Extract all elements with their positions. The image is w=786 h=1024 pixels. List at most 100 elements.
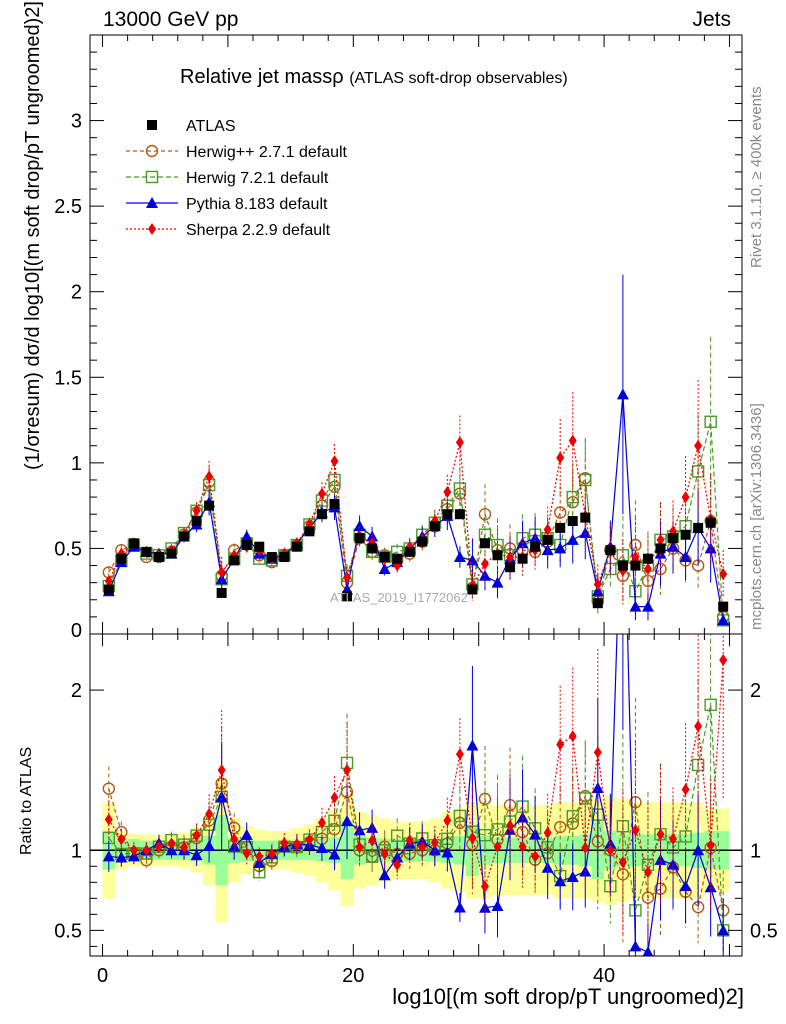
pythia-8-183-default-ratio-point xyxy=(529,828,542,840)
legend-marker-sherpa-2-2-9-default xyxy=(148,223,156,235)
atlas-point xyxy=(442,509,453,520)
atlas-point xyxy=(291,541,302,552)
sherpa-2-2-9-default-ratio-point xyxy=(217,764,226,777)
atlas-point xyxy=(241,540,252,551)
herwig-7-2-1-default-point xyxy=(328,473,341,487)
sherpa-2-2-9-default-ratio-point xyxy=(192,829,201,842)
ratio-y-tick-label-right: 0.5 xyxy=(750,920,778,942)
main-y-tick-label: 1 xyxy=(71,453,82,475)
sherpa-2-2-9-default-ratio-point xyxy=(556,738,565,751)
sherpa-2-2-9-default-ratio-point xyxy=(180,841,189,854)
pythia-8-183-default-ratio-point xyxy=(654,853,667,865)
pythia-8-183-default-point xyxy=(240,530,253,542)
atlas-point xyxy=(454,509,465,520)
sherpa-2-2-9-default-ratio-point xyxy=(694,720,703,733)
process-label: Jets xyxy=(692,8,731,31)
pythia-8-183-default-ratio-point xyxy=(566,870,579,882)
sherpa-2-2-9-default-ratio-point xyxy=(593,746,602,759)
sherpa-2-2-9-default-ratio-point xyxy=(267,847,276,860)
sherpa-2-2-9-default-ratio-point xyxy=(317,816,326,829)
sherpa-2-2-9-default-ratio-point xyxy=(305,833,314,846)
pythia-8-183-default-ratio-point xyxy=(642,946,654,956)
sherpa-2-2-9-default-point xyxy=(506,550,515,563)
pythia-8-183-default-point xyxy=(453,550,466,562)
sherpa-2-2-9-default-ratio-point xyxy=(355,841,364,854)
sherpa-2-2-9-default-ratio-point xyxy=(643,866,652,879)
chart-title-sub: (ATLAS soft-drop observables) xyxy=(349,70,568,87)
atlas-point xyxy=(517,553,528,564)
sherpa-2-2-9-default-point xyxy=(104,574,113,587)
atlas-point xyxy=(630,560,641,571)
pythia-8-183-default-ratio-point xyxy=(629,940,642,952)
herwig-7-2-1-default-point xyxy=(566,490,579,504)
pythia-8-183-default-point xyxy=(554,542,567,554)
pythia-8-183-default-point xyxy=(378,562,391,574)
herwig-7-2-1-default-ratio-point xyxy=(579,792,592,805)
sherpa-2-2-9-default-point xyxy=(192,504,201,517)
atlas-point xyxy=(166,548,177,559)
pythia-8-183-default-ratio-point xyxy=(315,841,328,853)
herwig-7-2-1-default-ratio-point xyxy=(390,829,404,842)
sherpa-2-2-9-default-point xyxy=(543,523,552,536)
sherpa-2-2-9-default-ratio-point xyxy=(242,847,251,860)
atlas-point xyxy=(555,522,566,533)
x-axis-label: log10[(m soft drop/pT ungroomed)2] xyxy=(392,984,744,1009)
pythia-8-183-default-ratio-point xyxy=(190,849,203,861)
sherpa-2-2-9-default-ratio-point xyxy=(380,847,389,860)
herwig-7-2-1-default-ratio-line xyxy=(108,704,724,931)
herwig-2-7-1-default-point xyxy=(553,506,567,519)
pythia-8-183-default-point xyxy=(679,550,692,562)
sherpa-2-2-9-default-ratio-point xyxy=(280,837,289,850)
atlas-point xyxy=(718,601,729,612)
sherpa-2-2-9-default-ratio-point xyxy=(506,819,515,832)
atlas-point xyxy=(530,541,541,552)
herwig-7-2-1-default-ratio-point xyxy=(453,809,467,823)
pythia-8-183-default-point xyxy=(579,527,592,539)
pythia-8-183-default-ratio-point xyxy=(692,844,705,856)
herwig-7-2-1-default-ratio-point xyxy=(704,698,717,712)
pythia-8-183-default-ratio-point xyxy=(478,901,491,913)
atlas-point xyxy=(191,516,202,527)
herwig-7-2-1-default-ratio-point xyxy=(365,850,379,863)
sherpa-2-2-9-default-point xyxy=(455,436,464,449)
mcplots-reference-note: mcplots.cern.ch [arXiv:1306.3436] xyxy=(748,403,765,630)
sherpa-2-2-9-default-ratio-point xyxy=(330,791,339,804)
sherpa-2-2-9-default-ratio-point xyxy=(669,832,678,845)
pythia-8-183-default-ratio-point xyxy=(516,811,529,823)
atlas-point xyxy=(179,531,190,542)
x-tick-label: 20 xyxy=(342,965,364,987)
atlas-point xyxy=(266,551,277,562)
sherpa-2-2-9-default-point xyxy=(694,439,703,452)
main-y-tick-label: 1.5 xyxy=(54,367,82,389)
sherpa-2-2-9-default-ratio-point xyxy=(292,837,301,850)
pythia-8-183-default-ratio-point xyxy=(704,881,717,893)
atlas-point xyxy=(467,584,478,595)
sherpa-2-2-9-default-point xyxy=(217,566,226,579)
sherpa-2-2-9-default-point xyxy=(568,434,577,447)
legend-label-pythia-8-183-default: Pythia 8.183 default xyxy=(186,196,328,213)
sherpa-2-2-9-default-ratio-point xyxy=(719,654,728,667)
sherpa-2-2-9-default-ratio-point xyxy=(618,856,627,869)
analysis-watermark: ATLAS_2019_I1772062 xyxy=(330,590,468,605)
legend-marker-atlas xyxy=(147,120,157,130)
pythia-8-183-default-point xyxy=(616,388,629,400)
main-y-tick-label: 0.5 xyxy=(54,538,82,560)
sherpa-2-2-9-default-ratio-point xyxy=(154,840,163,853)
sherpa-2-2-9-default-point xyxy=(719,568,728,581)
ratio-y-tick-label: 1 xyxy=(71,840,82,862)
atlas-point xyxy=(605,545,616,556)
atlas-point xyxy=(141,546,152,557)
pythia-8-183-default-point xyxy=(541,544,554,556)
pythia-8-183-default-point xyxy=(641,600,654,612)
legend-label-herwig-7-2-1-default: Herwig 7.2.1 default xyxy=(186,170,329,187)
sherpa-2-2-9-default-ratio-line xyxy=(108,659,724,889)
atlas-point xyxy=(103,584,114,595)
pythia-8-183-default-point xyxy=(629,600,642,612)
ratio-y-tick-label: 2 xyxy=(71,680,82,702)
atlas-point xyxy=(668,533,679,544)
sherpa-2-2-9-default-ratio-point xyxy=(443,814,452,827)
sherpa-2-2-9-default-point xyxy=(631,550,640,563)
atlas-point xyxy=(492,550,503,561)
herwig-2-7-1-default-ratio-point xyxy=(553,820,567,834)
